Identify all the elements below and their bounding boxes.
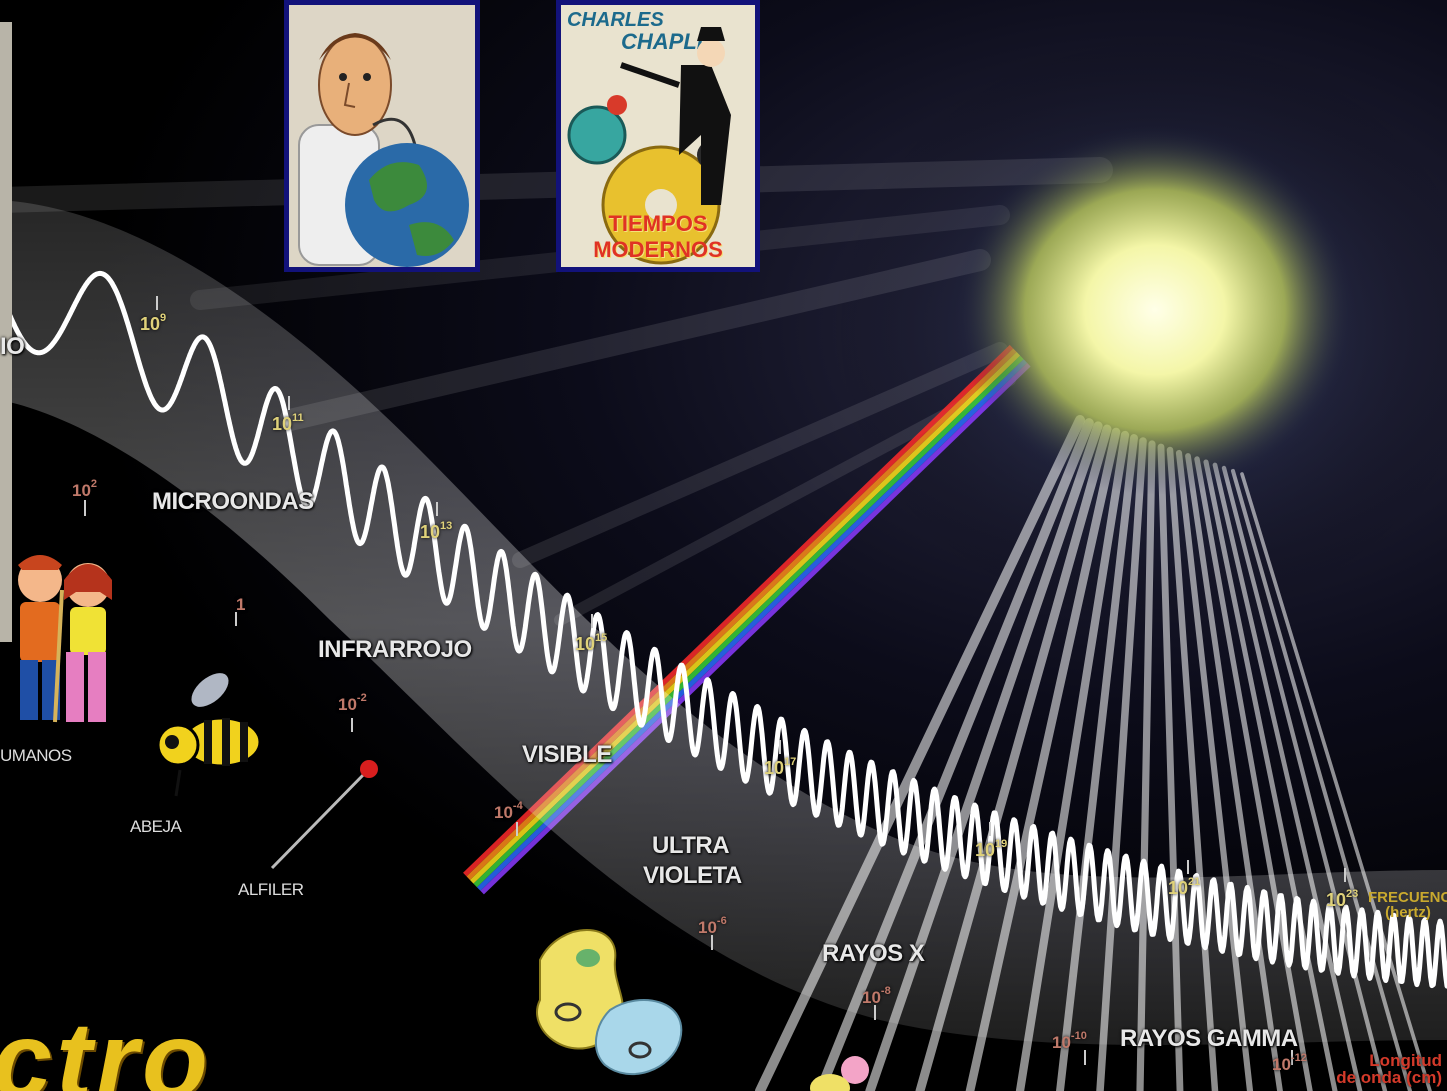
gamma-rays-label: RAYOS GAMMA: [1120, 1025, 1298, 1052]
left-edge-panel: [0, 22, 12, 642]
frequency-caption-line2: (hertz): [1385, 904, 1431, 921]
wavelength-tick-marks: [84, 500, 1293, 1065]
frequency-tick-label: 1023: [1326, 888, 1359, 910]
infrared-label: INFRARROJO: [318, 636, 472, 663]
poster-globe-doctor: [284, 0, 480, 272]
wavelength-caption-line1: Longitud: [1369, 1051, 1442, 1070]
frequency-tick-label: 1015: [575, 632, 608, 654]
bee-drawing: [156, 673, 262, 797]
frequency-tick-label: 1013: [420, 520, 453, 542]
electromagnetic-wave: [0, 270, 1447, 989]
frequency-axis-caption: FRECUENCIA (hertz): [1368, 890, 1447, 920]
wavelength-tick-label: 102: [72, 478, 98, 500]
frequency-tick-label: 1019: [975, 838, 1008, 860]
frequency-tick-label: 1011: [272, 412, 304, 434]
wavelength-caption-line2: de onda (cm): [1336, 1068, 1442, 1087]
globe-doctor-illustration: [289, 5, 475, 267]
bee-label: ABEJA: [130, 817, 182, 836]
poster-tiempos-modernos: CHARLES CHAPLIN TIEMPOS MODERNOS: [556, 0, 760, 272]
frequency-caption-line1: FRECUENCIA: [1368, 889, 1447, 906]
xrays-label: RAYOS X: [822, 940, 925, 967]
wavelength-tick-label: 10-12: [1272, 1052, 1307, 1074]
galaxy-core: [955, 125, 1355, 495]
wavelength-tick-label: 10-8: [862, 985, 891, 1007]
frequency-tick-marks: [156, 296, 1346, 882]
wavelength-tick-label: 10-2: [338, 692, 367, 714]
wavelength-tick-label: 10-6: [698, 915, 727, 937]
cells-drawing: [536, 929, 869, 1091]
poster-chaplin-subtitle: TIEMPOS MODERNOS: [593, 211, 723, 262]
ultraviolet-label-line1: ULTRA: [652, 832, 730, 859]
chaplin-illustration: [567, 27, 731, 265]
spectrum-band: [0, 200, 1447, 1045]
radio-label: IO: [0, 333, 25, 360]
title-fragment: ctro: [0, 999, 213, 1091]
pin-drawing: [270, 760, 378, 870]
poster-chaplin-line2: CHAPLIN: [621, 29, 719, 54]
wavelength-tick-label: 1: [236, 595, 246, 614]
frequency-tick-label: 109: [140, 312, 167, 334]
humans-drawing: [18, 555, 112, 723]
pin-label: ALFILER: [238, 880, 304, 899]
wavelength-tick-label: 10-4: [494, 800, 523, 822]
microwaves-label: MICROONDAS: [152, 488, 314, 515]
frequency-tick-label: 1017: [764, 756, 797, 778]
humans-label: UMANOS: [0, 746, 72, 765]
wavelength-axis-caption: Longitud de onda (cm): [1330, 1052, 1442, 1086]
visible-label: VISIBLE: [522, 741, 612, 768]
poster-chaplin-line1: CHARLES: [567, 9, 664, 31]
frequency-tick-label: 1021: [1168, 876, 1201, 898]
ultraviolet-label-line2: VIOLETA: [643, 862, 742, 889]
wavelength-tick-label: 10-10: [1052, 1030, 1087, 1052]
